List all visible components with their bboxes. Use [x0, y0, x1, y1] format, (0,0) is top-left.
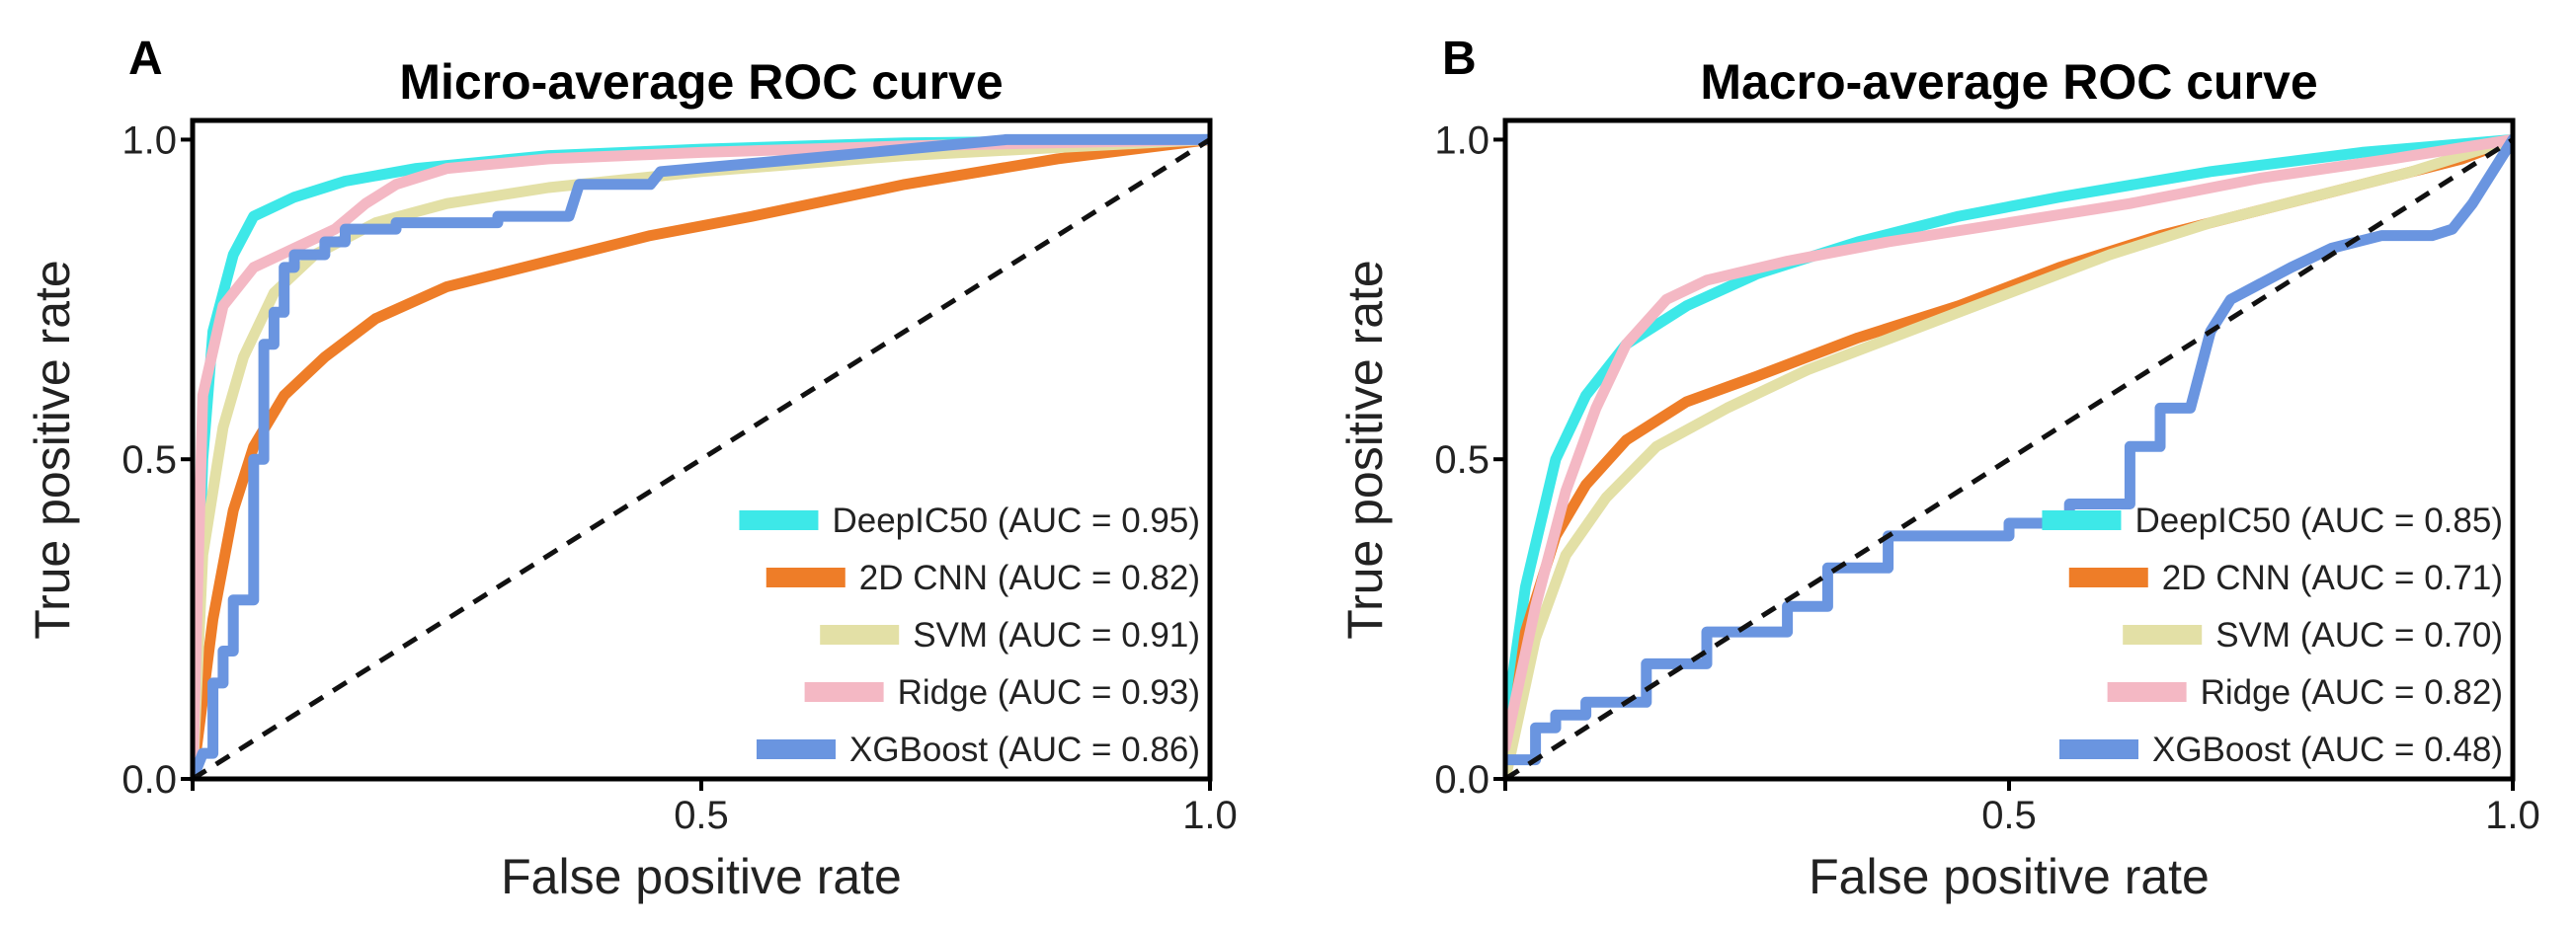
legend-label: DeepIC50 (AUC = 0.85) — [2134, 502, 2503, 540]
x-axis-label: False positive rate — [1809, 849, 2210, 904]
series-curves — [1505, 133, 2513, 779]
chart-title: Micro-average ROC curve — [399, 54, 1003, 110]
panel-letter: B — [1442, 33, 1477, 85]
legend-label: Ridge (AUC = 0.82) — [2201, 673, 2503, 712]
panel-macro-average: B Macro-average ROC curve 0.0 0.5 1.0 0.5 1.0 F… — [1337, 33, 2540, 904]
legend-swatch — [2123, 625, 2203, 645]
legend-item-svm: SVM (AUC = 0.91) — [820, 616, 1200, 655]
legend: DeepIC50 (AUC = 0.95) 2D CNN (AUC = 0.82)… — [739, 502, 1200, 769]
legend-swatch — [820, 625, 900, 645]
legend-swatch — [804, 682, 884, 702]
y-axis-label: True positive rate — [25, 260, 80, 639]
y-tick-label: 0.5 — [121, 438, 177, 482]
legend-item-2d-cnn: 2D CNN (AUC = 0.71) — [2068, 559, 2503, 597]
legend-item-xgboost: XGBoost (AUC = 0.86) — [756, 731, 1200, 769]
legend-swatch — [2107, 682, 2187, 702]
legend-item-ridge: Ridge (AUC = 0.93) — [804, 673, 1200, 712]
legend-label: SVM (AUC = 0.91) — [913, 616, 1200, 655]
legend-label: DeepIC50 (AUC = 0.95) — [832, 502, 1200, 540]
y-tick-label: 0.0 — [1434, 758, 1489, 802]
legend-swatch — [2042, 510, 2122, 530]
y-tick-label: 0.0 — [121, 758, 177, 802]
legend-item-2d-cnn: 2D CNN (AUC = 0.82) — [765, 559, 1200, 597]
legend-label: XGBoost (AUC = 0.86) — [849, 731, 1200, 769]
x-tick-label: 0.5 — [674, 794, 729, 837]
panel-micro-average: A Micro-average ROC curve 0.0 0.5 1.0 0.5 1.0 F… — [25, 33, 1238, 904]
legend-label: Ridge (AUC = 0.93) — [898, 673, 1200, 712]
chart-title: Macro-average ROC curve — [1700, 54, 2317, 110]
series-line-svm — [1505, 133, 2513, 779]
panel-letter: A — [128, 33, 163, 85]
series-line-ridge — [193, 133, 1210, 779]
x-tick-label: 1.0 — [1182, 794, 1238, 837]
legend: DeepIC50 (AUC = 0.85) 2D CNN (AUC = 0.71)… — [2042, 502, 2503, 769]
diagonal-reference-line — [1503, 137, 2515, 782]
legend-item-svm: SVM (AUC = 0.70) — [2123, 616, 2503, 655]
series-line-xgboost — [193, 133, 1210, 779]
legend-label: SVM (AUC = 0.70) — [2215, 616, 2503, 655]
legend-swatch — [756, 739, 836, 759]
legend-item-xgboost: XGBoost (AUC = 0.48) — [2058, 731, 2503, 769]
legend-label: 2D CNN (AUC = 0.82) — [859, 559, 1200, 597]
legend-item-deepic50: DeepIC50 (AUC = 0.95) — [739, 502, 1200, 540]
legend-item-ridge: Ridge (AUC = 0.82) — [2107, 673, 2503, 712]
y-tick-label: 1.0 — [121, 118, 177, 162]
y-tick-label: 1.0 — [1434, 118, 1489, 162]
series-line-xgboost — [1505, 133, 2513, 766]
series-line-ridge — [1505, 133, 2513, 753]
legend-swatch — [739, 510, 819, 530]
diagonal-reference-line — [191, 137, 1212, 782]
legend-swatch — [765, 568, 845, 587]
legend-swatch — [2058, 739, 2138, 759]
x-tick-label: 1.0 — [2485, 794, 2540, 837]
legend-item-deepic50: DeepIC50 (AUC = 0.85) — [2042, 502, 2503, 540]
legend-label: 2D CNN (AUC = 0.71) — [2162, 559, 2503, 597]
series-line-2d-cnn — [193, 133, 1210, 779]
legend-swatch — [2068, 568, 2148, 587]
y-tick-label: 0.5 — [1434, 438, 1489, 482]
x-tick-label: 0.5 — [1981, 794, 2037, 837]
y-axis-label: True positive rate — [1337, 260, 1393, 639]
legend-label: XGBoost (AUC = 0.48) — [2152, 731, 2503, 769]
series-curves — [193, 133, 1210, 779]
x-axis-label: False positive rate — [501, 849, 902, 904]
